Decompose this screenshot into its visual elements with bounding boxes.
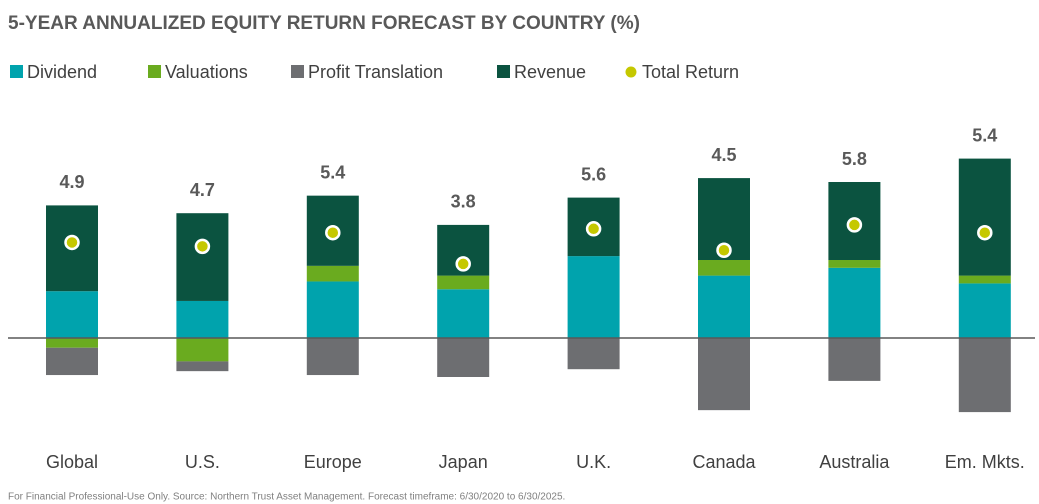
legend-swatch xyxy=(10,65,23,78)
legend-label: Valuations xyxy=(165,62,248,82)
legend-dot xyxy=(625,66,637,78)
total-label: 5.6 xyxy=(581,164,606,184)
x-tick-label: U.K. xyxy=(576,452,611,472)
bar-segment xyxy=(958,338,1011,413)
bar-segment xyxy=(306,281,359,338)
total-label: 4.7 xyxy=(190,180,215,200)
total-dot xyxy=(716,242,732,258)
bar-segment xyxy=(828,267,881,338)
bar-segment xyxy=(46,291,98,338)
bar-segment xyxy=(176,338,229,362)
bar-segment xyxy=(437,275,490,290)
legend-label: Dividend xyxy=(27,62,97,82)
bar-segment xyxy=(828,338,881,381)
bar-segment xyxy=(437,338,490,377)
bar-segment xyxy=(698,260,750,276)
total-dot xyxy=(846,217,863,233)
total-label: 5.8 xyxy=(842,149,867,169)
x-tick-label: Japan xyxy=(439,452,488,472)
footnote: For Financial Professional-Use Only. Sou… xyxy=(8,492,565,503)
bar-segment xyxy=(567,338,620,370)
legend-label: Revenue xyxy=(514,62,586,82)
bar-segment xyxy=(176,213,229,301)
bar-segment xyxy=(306,338,359,376)
legend-label: Profit Translation xyxy=(308,62,443,82)
bar-segment xyxy=(958,275,1011,284)
bar-segment xyxy=(698,338,750,411)
total-label: 3.8 xyxy=(451,192,476,212)
x-tick-label: Global xyxy=(46,452,98,472)
bar-segment xyxy=(176,361,229,372)
x-tick-label: Europe xyxy=(304,452,362,472)
total-dot xyxy=(585,221,602,237)
bar-segment xyxy=(698,275,750,338)
total-dot xyxy=(977,224,993,241)
bar-segment xyxy=(46,347,98,376)
bar-segment xyxy=(958,158,1011,276)
legend-swatch xyxy=(148,65,161,78)
legend-label: Total Return xyxy=(642,62,739,82)
x-tick-label: U.S. xyxy=(185,452,220,472)
bar-segment xyxy=(46,338,98,348)
total-label: 5.4 xyxy=(972,125,997,145)
bar-segment xyxy=(828,260,881,268)
total-dot xyxy=(325,224,341,241)
x-tick-label: Canada xyxy=(692,452,756,472)
total-dot xyxy=(455,256,471,272)
legend-swatch xyxy=(497,65,510,78)
total-label: 4.9 xyxy=(59,172,84,192)
bar-segment xyxy=(567,256,620,338)
bar-segment xyxy=(437,289,490,338)
x-tick-label: Australia xyxy=(819,452,890,472)
bar-segment xyxy=(958,283,1011,338)
chart-title: 5-YEAR ANNUALIZED EQUITY RETURN FORECAST… xyxy=(8,13,640,34)
total-label: 5.4 xyxy=(320,162,345,182)
x-tick-label: Em. Mkts. xyxy=(945,452,1025,472)
total-dot xyxy=(64,234,80,251)
bar-segment xyxy=(306,265,359,282)
total-label: 4.5 xyxy=(711,145,736,165)
legend-swatch xyxy=(291,65,304,78)
total-dot xyxy=(194,238,211,255)
bar-segment xyxy=(176,300,229,338)
